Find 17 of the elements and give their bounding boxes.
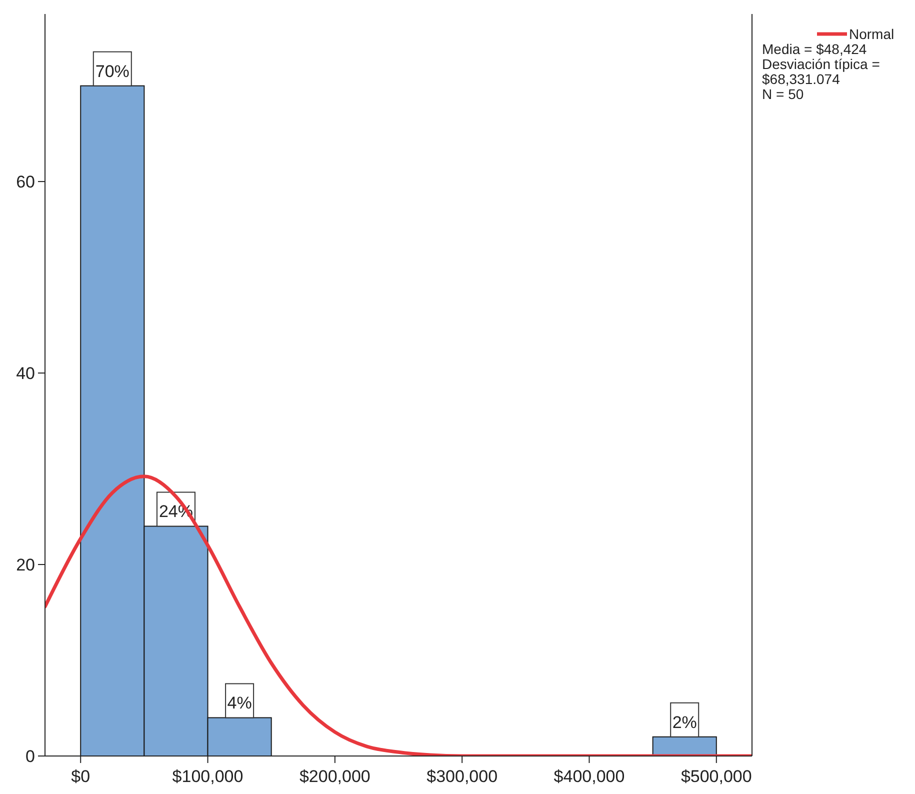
x-tick-label: $300,000 <box>426 767 498 786</box>
x-tick-label: $100,000 <box>172 767 244 786</box>
text: Desviación típica = $68,331.074 <box>762 56 880 87</box>
y-tick-label: 20 <box>16 555 35 574</box>
data-label: 4% <box>227 694 252 713</box>
y-tick-label: 40 <box>16 364 35 383</box>
legend-label: Normal <box>849 26 894 42</box>
x-tick-label: $200,000 <box>299 767 370 786</box>
x-tick-label: $400,000 <box>554 767 625 786</box>
text: Media = $48,424 <box>762 41 867 57</box>
data-label: 2% <box>672 712 697 732</box>
y-tick-label: 0 <box>26 746 35 766</box>
text: N = 50 <box>762 86 804 102</box>
x-tick-label: $500,000 <box>680 767 752 786</box>
data-label: 70% <box>95 62 130 81</box>
x-tick-label: $0 <box>71 767 90 786</box>
y-tick-label: 60 <box>16 172 35 192</box>
